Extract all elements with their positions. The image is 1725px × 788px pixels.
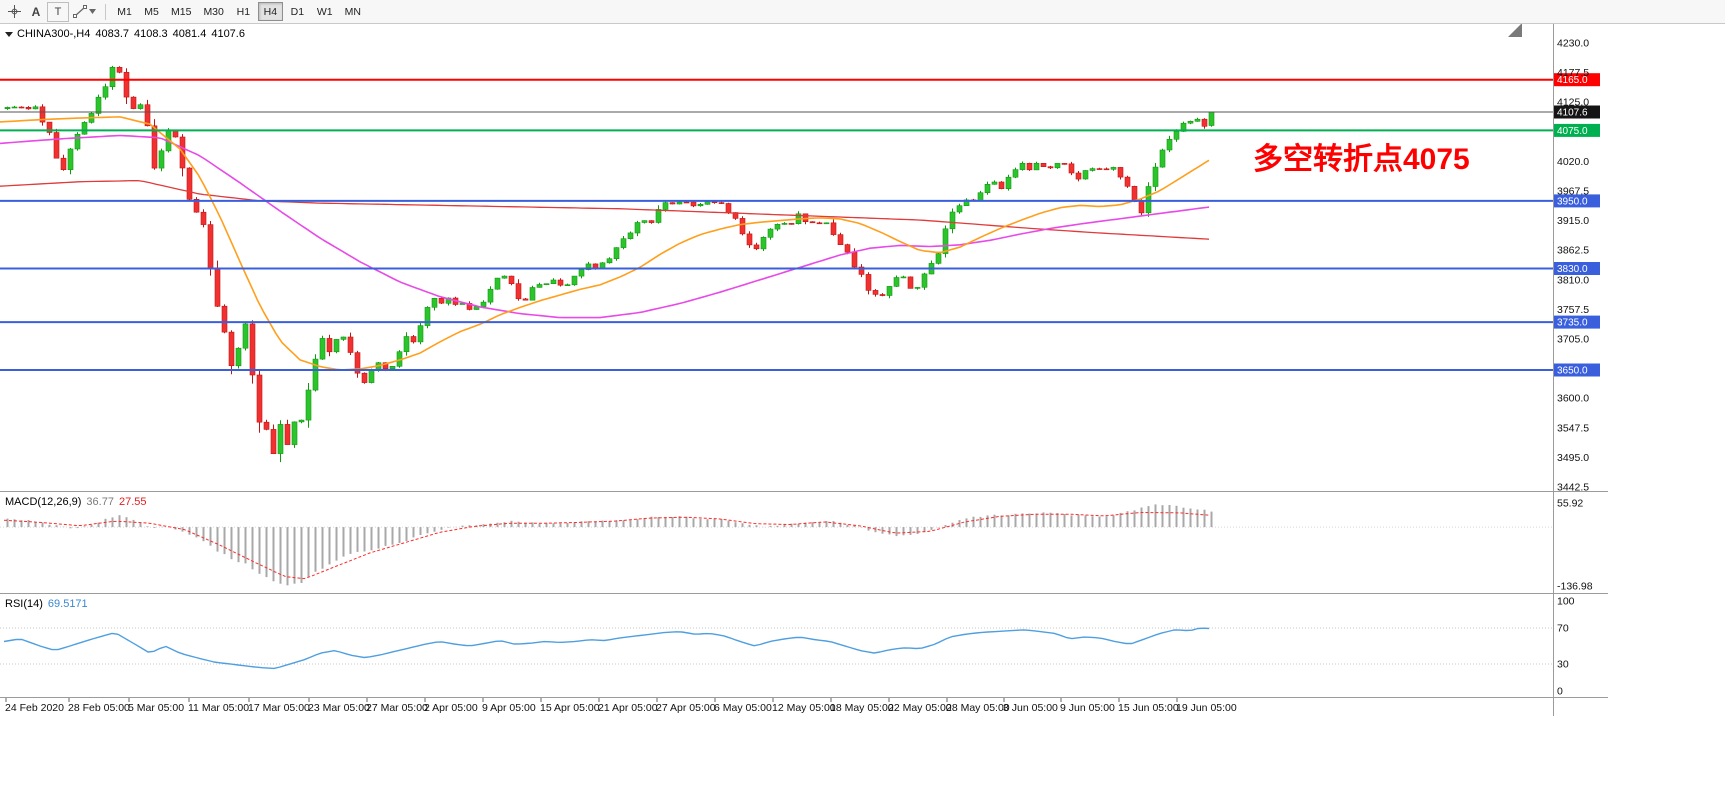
svg-text:3830.0: 3830.0 [1557, 264, 1588, 275]
svg-text:3862.5: 3862.5 [1557, 245, 1589, 257]
svg-text:-136.98: -136.98 [1557, 581, 1593, 593]
text-label-icon: A [31, 4, 41, 19]
toolbar-separator [105, 3, 106, 20]
timeframe-button-M1[interactable]: M1 [112, 2, 137, 21]
svg-text:15 Apr 05:00: 15 Apr 05:00 [540, 702, 600, 714]
svg-text:3 Jun 05:00: 3 Jun 05:00 [1003, 702, 1058, 714]
toolbar: A T M1 M5 M15 M30 H1 H4 D1 W1 MN [0, 0, 1725, 24]
svg-text:11 Mar 05:00: 11 Mar 05:00 [188, 702, 249, 714]
svg-text:3915.0: 3915.0 [1557, 215, 1589, 227]
svg-text:22 May 05:00: 22 May 05:00 [888, 702, 952, 714]
svg-text:4125.0: 4125.0 [1557, 97, 1589, 109]
text-box-icon: T [54, 5, 62, 18]
svg-text:4165.0: 4165.0 [1557, 75, 1588, 86]
svg-text:5 Mar 05:00: 5 Mar 05:00 [128, 702, 184, 714]
svg-text:4020.0: 4020.0 [1557, 156, 1589, 168]
text-label-tool-button[interactable]: A [25, 2, 47, 22]
svg-text:70: 70 [1557, 623, 1569, 635]
svg-text:3967.5: 3967.5 [1557, 186, 1589, 198]
autoscroll-marker[interactable] [1508, 23, 1522, 37]
timeframe-button-M15[interactable]: M15 [166, 2, 196, 21]
svg-text:6 May 05:00: 6 May 05:00 [714, 702, 772, 714]
svg-text:3650.0: 3650.0 [1557, 366, 1588, 377]
svg-text:3547.5: 3547.5 [1557, 422, 1589, 434]
svg-text:30: 30 [1557, 659, 1569, 671]
svg-text:55.92: 55.92 [1557, 498, 1583, 510]
svg-text:4177.5: 4177.5 [1557, 67, 1589, 79]
timeframe-button-W1[interactable]: W1 [312, 2, 338, 21]
svg-text:19 Jun 05:00: 19 Jun 05:00 [1176, 702, 1237, 714]
svg-text:28 May 05:00: 28 May 05:00 [946, 702, 1010, 714]
svg-text:17 Mar 05:00: 17 Mar 05:00 [248, 702, 310, 714]
panel-frame-layer [0, 23, 1608, 716]
svg-text:3600.0: 3600.0 [1557, 393, 1589, 405]
svg-text:0: 0 [1557, 686, 1563, 698]
draw-shapes-tool-button[interactable] [69, 2, 100, 22]
rsi-panel: 100 70 30 0 [0, 596, 1575, 698]
svg-text:9 Apr 05:00: 9 Apr 05:00 [482, 702, 536, 714]
svg-text:3442.5: 3442.5 [1557, 482, 1589, 494]
svg-text:3757.5: 3757.5 [1557, 304, 1589, 316]
svg-text:12 May 05:00: 12 May 05:00 [772, 702, 836, 714]
timeframe-button-H1[interactable]: H1 [231, 2, 256, 21]
macd-panel: 55.92 -136.98 [0, 498, 1593, 593]
svg-text:15 Jun 05:00: 15 Jun 05:00 [1118, 702, 1179, 714]
candles-layer [4, 65, 1215, 463]
svg-text:3495.0: 3495.0 [1557, 452, 1589, 464]
timeframe-button-H4[interactable]: H4 [257, 2, 283, 21]
svg-text:27 Apr 05:00: 27 Apr 05:00 [656, 702, 716, 714]
svg-text:23 Mar 05:00: 23 Mar 05:00 [308, 702, 370, 714]
svg-text:21 Apr 05:00: 21 Apr 05:00 [598, 702, 658, 714]
trendline-icon [73, 5, 87, 18]
svg-text:4230.0: 4230.0 [1557, 38, 1589, 50]
svg-text:3705.0: 3705.0 [1557, 334, 1589, 346]
chevron-down-icon [89, 9, 96, 14]
crosshair-tool-button[interactable] [3, 2, 25, 22]
time-axis[interactable]: 24 Feb 2020 28 Feb 05:005 Mar 05:00 11 Mar… [5, 698, 1237, 714]
timeframe-button-group: M1 M5 M15 M30 H1 H4 D1 W1 MN [111, 2, 367, 21]
svg-text:27 Mar 05:00: 27 Mar 05:00 [366, 702, 428, 714]
price-levels-layer[interactable]: 4165.0 4075.0 3950.0 3830.0 3735.0 3650.0 4107… [0, 73, 1600, 377]
svg-text:100: 100 [1557, 596, 1575, 608]
svg-text:18 May 05:00: 18 May 05:00 [830, 702, 894, 714]
moving-averages-layer [0, 116, 1210, 371]
svg-text:2 Apr 05:00: 2 Apr 05:00 [424, 702, 478, 714]
svg-text:3950.0: 3950.0 [1557, 196, 1588, 207]
svg-text:9 Jun 05:00: 9 Jun 05:00 [1060, 702, 1115, 714]
timeframe-button-M30[interactable]: M30 [198, 2, 228, 21]
crosshair-icon [7, 5, 21, 18]
price-axis[interactable]: 4230.0 4177.5 4125.0 4020.0 3967.5 3915.0 3862… [1557, 38, 1589, 494]
timeframe-button-MN[interactable]: MN [340, 2, 366, 21]
timeframe-button-M5[interactable]: M5 [139, 2, 164, 21]
svg-text:3735.0: 3735.0 [1557, 318, 1588, 329]
text-box-tool-button[interactable]: T [47, 1, 69, 22]
svg-text:4075.0: 4075.0 [1557, 126, 1588, 137]
svg-text:4107.6: 4107.6 [1557, 108, 1588, 119]
svg-text:28 Feb 05:00: 28 Feb 05:00 [68, 702, 130, 714]
svg-text:3810.0: 3810.0 [1557, 274, 1589, 286]
timeframe-button-D1[interactable]: D1 [285, 2, 310, 21]
svg-text:24 Feb 2020: 24 Feb 2020 [5, 702, 64, 714]
